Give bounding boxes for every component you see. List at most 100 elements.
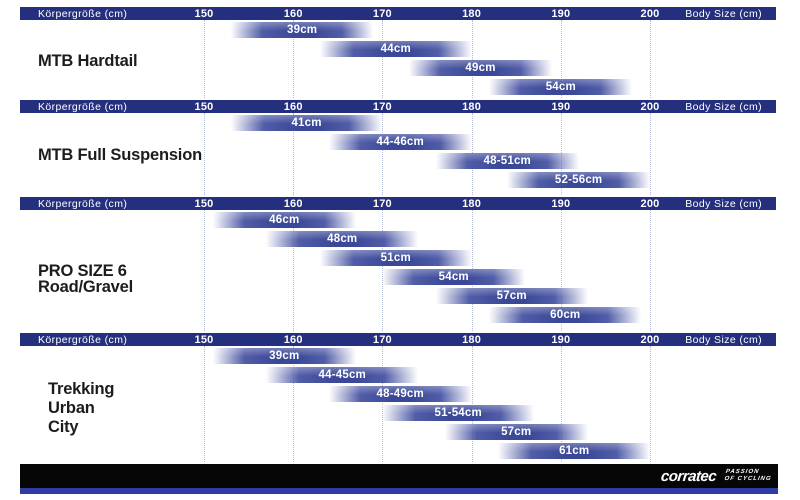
axis-tick-150: 150 — [194, 100, 214, 113]
size-bar-label: 51-54cm — [434, 407, 482, 419]
axis-tick-190: 190 — [551, 100, 571, 113]
size-bar: 41cm — [230, 115, 383, 131]
size-bar: 48cm — [266, 231, 419, 247]
brand-block: corratec Passion of Cycling — [659, 467, 778, 485]
size-bar-label: 39cm — [287, 24, 318, 36]
corratec-logo: corratec — [659, 467, 717, 485]
axis-header-2: Körpergröße (cm) Body Size (cm) 150 160 170 1… — [20, 100, 776, 113]
size-bar-label: 41cm — [291, 117, 322, 129]
axis-tick-160: 160 — [283, 7, 303, 20]
gridline-170 — [382, 346, 384, 462]
size-bar-label: 48-49cm — [376, 388, 424, 400]
section-label-pro-size-6-road-gravel: PRO SIZE 6 Road/Gravel — [38, 262, 134, 296]
gridline-150 — [204, 113, 205, 195]
size-bar-label: 52-56cm — [554, 174, 603, 186]
axis-tick-170: 170 — [372, 333, 392, 346]
gridline-190 — [560, 20, 562, 98]
size-bar: 61cm — [498, 443, 650, 459]
axis-tick-150: 150 — [194, 333, 214, 346]
size-bar-label: 61cm — [559, 445, 590, 457]
axis-tick-170: 170 — [372, 197, 392, 210]
gridline-180 — [471, 20, 473, 98]
size-bar: 60cm — [489, 307, 642, 323]
axis-tick-180: 180 — [462, 100, 482, 113]
gridline-160 — [293, 210, 295, 331]
axis-tick-200: 200 — [640, 100, 660, 113]
footer-bar: corratec Passion of Cycling — [20, 464, 778, 488]
gridline-190 — [560, 210, 562, 331]
gridline-190 — [560, 346, 562, 462]
size-bar-label: 54cm — [545, 81, 576, 93]
size-bar: 44cm — [319, 41, 472, 57]
axis-label-koerpergroesse: Körpergröße (cm) — [38, 7, 128, 20]
gridline-200 — [650, 20, 651, 98]
size-bar-label: 39cm — [269, 350, 300, 362]
size-bar: 48-51cm — [435, 153, 579, 169]
gridline-160 — [293, 20, 295, 98]
brand-tagline-line1: Passion — [725, 469, 760, 475]
size-bar: 39cm — [230, 22, 374, 38]
gridline-150 — [204, 346, 205, 462]
size-bar-label: 44-45cm — [318, 369, 366, 381]
axis-header-3: Körpergröße (cm) Body Size (cm) 150 160 170 1… — [20, 197, 776, 210]
size-bar: 54cm — [489, 79, 633, 95]
axis-tick-190: 190 — [551, 333, 571, 346]
gridline-200 — [650, 346, 651, 462]
gridline-160 — [293, 113, 295, 195]
axis-tick-190: 190 — [551, 7, 571, 20]
size-bar-label: 48-51cm — [483, 155, 531, 167]
axis-tick-200: 200 — [640, 197, 660, 210]
axis-label-koerpergroesse: Körpergröße (cm) — [38, 197, 128, 210]
gridline-160 — [293, 346, 295, 462]
axis-tick-200: 200 — [640, 333, 660, 346]
size-bar: 44-46cm — [328, 134, 472, 150]
size-bar: 57cm — [444, 424, 588, 440]
size-bar-label: 57cm — [501, 426, 532, 438]
section-label-mtb-hardtail: MTB Hardtail — [38, 52, 138, 70]
axis-tick-160: 160 — [283, 197, 303, 210]
size-bar: 48-49cm — [328, 386, 472, 402]
axis-tick-190: 190 — [551, 197, 571, 210]
size-bar: 54cm — [382, 269, 526, 285]
size-bar: 52-56cm — [507, 172, 650, 188]
axis-label-koerpergroesse: Körpergröße (cm) — [38, 333, 128, 346]
axis-tick-180: 180 — [462, 197, 482, 210]
section-label-mtb-full-suspension: MTB Full Suspension — [38, 146, 202, 164]
gridline-180 — [471, 346, 473, 462]
size-bar-label: 60cm — [550, 309, 581, 321]
axis-header-1: Körpergröße (cm) Body Size (cm) 150 160 170 1… — [20, 7, 776, 20]
axis-tick-180: 180 — [462, 7, 482, 20]
size-bar: 39cm — [212, 348, 356, 364]
size-bar-label: 48cm — [327, 233, 358, 245]
size-bar-label: 46cm — [269, 214, 300, 226]
size-bar-label: 49cm — [465, 62, 496, 74]
size-bar: 46cm — [212, 212, 356, 228]
axis-tick-150: 150 — [194, 197, 214, 210]
size-bar: 51cm — [319, 250, 472, 266]
axis-tick-160: 160 — [283, 333, 303, 346]
size-bar-label: 54cm — [438, 271, 469, 283]
footer-blue-stripe — [20, 488, 778, 494]
size-bar-label: 44cm — [380, 43, 411, 55]
axis-tick-170: 170 — [372, 7, 392, 20]
gridline-150 — [204, 20, 205, 98]
axis-label-body-size: Body Size (cm) — [685, 7, 762, 20]
gridline-150 — [204, 210, 205, 331]
axis-label-body-size: Body Size (cm) — [685, 197, 762, 210]
section-label-trekking-urban-city: Trekking Urban City — [48, 380, 115, 436]
size-bar-label: 51cm — [380, 252, 411, 264]
brand-tagline: Passion of Cycling — [724, 469, 773, 483]
brand-tagline-line2: of Cycling — [723, 476, 772, 482]
axis-tick-150: 150 — [194, 7, 214, 20]
axis-tick-170: 170 — [372, 100, 392, 113]
axis-label-body-size: Body Size (cm) — [685, 333, 762, 346]
axis-label-koerpergroesse: Körpergröße (cm) — [38, 100, 128, 113]
size-bar: 44-45cm — [266, 367, 419, 383]
size-bar-label: 44-46cm — [376, 136, 424, 148]
axis-header-4: Körpergröße (cm) Body Size (cm) 150 160 170 1… — [20, 333, 776, 346]
gridline-170 — [382, 20, 384, 98]
axis-tick-180: 180 — [462, 333, 482, 346]
size-bar: 51-54cm — [382, 405, 535, 421]
gridline-200 — [650, 113, 651, 195]
